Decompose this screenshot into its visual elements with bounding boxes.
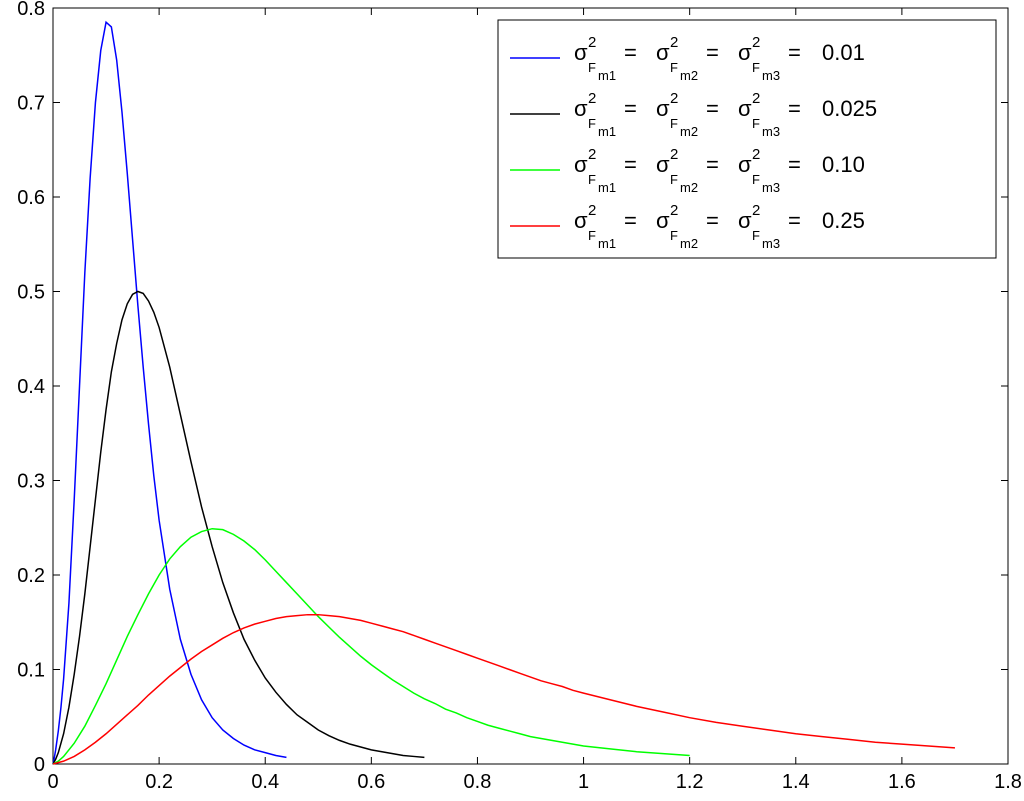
legend: σ2Fm1 = σ2Fm2 = σ2Fm3 = 0.01σ2Fm1 = σ2Fm… xyxy=(498,20,996,258)
x-tick-label: 1.6 xyxy=(888,771,916,793)
legend-sub-F: F xyxy=(670,60,678,75)
legend-sub-F: F xyxy=(588,228,596,243)
legend-sub-m: m3 xyxy=(762,180,780,195)
legend-sigma: σ xyxy=(574,40,588,65)
legend-sub-F: F xyxy=(670,228,678,243)
legend-sigma: σ xyxy=(738,208,752,233)
legend-sigma: σ xyxy=(574,96,588,121)
legend-eq: = xyxy=(706,152,719,177)
legend-sub-F: F xyxy=(752,60,760,75)
legend-sup: 2 xyxy=(588,90,596,107)
legend-eq: = xyxy=(788,96,801,121)
y-tick-label: 0.7 xyxy=(17,93,45,115)
legend-sigma: σ xyxy=(738,152,752,177)
legend-sup: 2 xyxy=(670,202,678,219)
x-tick-label: 0 xyxy=(47,771,58,793)
legend-value: 0.01 xyxy=(822,40,865,65)
y-tick-label: 0 xyxy=(34,754,45,776)
x-tick-label: 0.6 xyxy=(357,771,385,793)
legend-eq: = xyxy=(624,40,637,65)
x-tick-label: 1.4 xyxy=(782,771,810,793)
legend-sigma: σ xyxy=(574,152,588,177)
y-tick-label: 0.1 xyxy=(17,660,45,682)
legend-eq: = xyxy=(788,40,801,65)
legend-sub-F: F xyxy=(588,172,596,187)
legend-sigma: σ xyxy=(656,208,670,233)
y-tick-label: 0.8 xyxy=(17,0,45,20)
legend-sub-m: m2 xyxy=(680,236,698,251)
legend-sigma: σ xyxy=(656,152,670,177)
legend-sub-m: m1 xyxy=(598,180,616,195)
legend-sup: 2 xyxy=(588,202,596,219)
legend-sup: 2 xyxy=(588,146,596,163)
x-tick-label: 1.8 xyxy=(994,771,1022,793)
y-tick-label: 0.6 xyxy=(17,187,45,209)
legend-sup: 2 xyxy=(752,34,760,51)
legend-eq: = xyxy=(706,208,719,233)
x-tick-label: 0.8 xyxy=(464,771,492,793)
legend-sub-m: m2 xyxy=(680,180,698,195)
legend-sup: 2 xyxy=(670,146,678,163)
legend-sub-F: F xyxy=(752,228,760,243)
legend-sup: 2 xyxy=(588,34,596,51)
legend-eq: = xyxy=(788,152,801,177)
legend-sigma: σ xyxy=(574,208,588,233)
chart-svg: 0 0.2 0.4 0.6 0.8 1 1.2 1.4 1.6 1.8 0 0.1 0.2 0.3 0.4 0… xyxy=(0,0,1024,801)
legend-sub-F: F xyxy=(588,116,596,131)
chart-root: 0 0.2 0.4 0.6 0.8 1 1.2 1.4 1.6 1.8 0 0.1 0.2 0.3 0.4 0… xyxy=(0,0,1024,801)
legend-sup: 2 xyxy=(670,34,678,51)
legend-sub-m: m1 xyxy=(598,124,616,139)
legend-sup: 2 xyxy=(752,202,760,219)
legend-sigma: σ xyxy=(738,40,752,65)
y-tick-label: 0.4 xyxy=(17,376,45,398)
legend-sigma: σ xyxy=(738,96,752,121)
x-tick-label: 0.4 xyxy=(251,771,279,793)
x-tick-label: 0.2 xyxy=(145,771,173,793)
legend-sub-m: m1 xyxy=(598,68,616,83)
legend-sub-m: m2 xyxy=(680,68,698,83)
legend-sub-m: m1 xyxy=(598,236,616,251)
y-tick-label: 0.5 xyxy=(17,282,45,304)
legend-sub-F: F xyxy=(752,116,760,131)
legend-sigma: σ xyxy=(656,96,670,121)
x-tick-label: 1.2 xyxy=(676,771,704,793)
legend-sup: 2 xyxy=(670,90,678,107)
legend-eq: = xyxy=(706,96,719,121)
legend-sup: 2 xyxy=(752,90,760,107)
legend-sub-F: F xyxy=(670,172,678,187)
legend-eq: = xyxy=(706,40,719,65)
legend-sup: 2 xyxy=(752,146,760,163)
legend-eq: = xyxy=(624,152,637,177)
legend-sub-m: m3 xyxy=(762,68,780,83)
y-tick-label: 0.3 xyxy=(17,471,45,493)
legend-eq: = xyxy=(624,208,637,233)
y-tick-label: 0.2 xyxy=(17,565,45,587)
legend-value: 0.25 xyxy=(822,208,865,233)
legend-sub-m: m3 xyxy=(762,124,780,139)
legend-sub-F: F xyxy=(588,60,596,75)
legend-eq: = xyxy=(624,96,637,121)
legend-eq: = xyxy=(788,208,801,233)
legend-sigma: σ xyxy=(656,40,670,65)
legend-sub-F: F xyxy=(670,116,678,131)
legend-sub-F: F xyxy=(752,172,760,187)
x-tick-label: 1 xyxy=(578,771,589,793)
legend-sub-m: m3 xyxy=(762,236,780,251)
legend-value: 0.10 xyxy=(822,152,865,177)
legend-value: 0.025 xyxy=(822,96,877,121)
legend-sub-m: m2 xyxy=(680,124,698,139)
